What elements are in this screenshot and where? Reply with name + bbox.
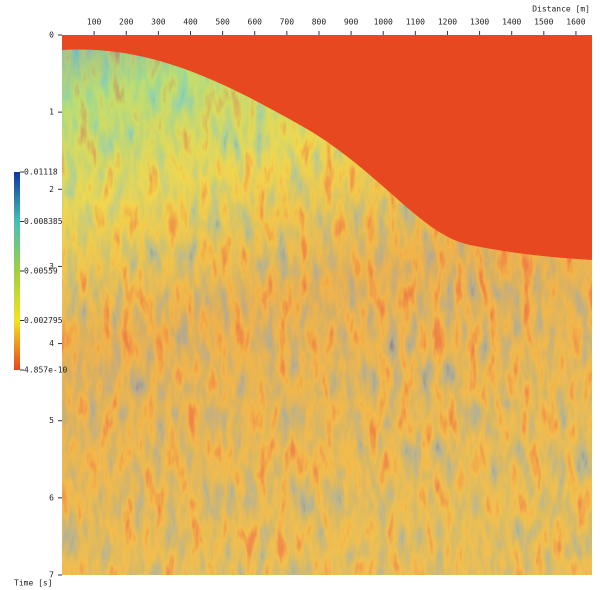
x-tick-label: 1200 — [438, 18, 457, 27]
x-tick-label: 400 — [183, 18, 198, 27]
colorbar — [14, 172, 20, 370]
x-axis-label: Distance [m] — [532, 5, 590, 14]
colorbar-tick-label: 0.00559 — [24, 267, 58, 276]
y-tick-label: 1 — [49, 108, 54, 117]
x-tick-label: 1500 — [534, 18, 553, 27]
colorbar-tick-label: 4.857e-10 — [24, 366, 68, 375]
y-axis-label: Time [s] — [14, 579, 53, 588]
y-tick-label: 4 — [49, 339, 54, 348]
x-tick-label: 800 — [312, 18, 327, 27]
y-tick-label: 7 — [49, 571, 54, 580]
x-tick-label: 500 — [215, 18, 230, 27]
colorbar-tick-label: 0.01118 — [24, 168, 58, 177]
x-tick-label: 1400 — [502, 18, 521, 27]
y-tick-label: 5 — [49, 416, 54, 425]
x-tick-label: 1300 — [470, 18, 489, 27]
x-tick-label: 1100 — [406, 18, 425, 27]
x-tick-label: 1000 — [374, 18, 393, 27]
x-tick-label: 900 — [344, 18, 359, 27]
x-tick-label: 300 — [151, 18, 166, 27]
seismic-section — [62, 35, 592, 575]
x-tick-label: 600 — [248, 18, 263, 27]
y-tick-label: 3 — [49, 262, 54, 271]
colorbar-tick-label: 0.008385 — [24, 217, 63, 226]
colorbar-tick-label: 0.002795 — [24, 316, 63, 325]
x-tick-label: 1600 — [566, 18, 585, 27]
x-tick-label: 700 — [280, 18, 295, 27]
y-tick-label: 2 — [49, 185, 54, 194]
x-tick-label: 100 — [87, 18, 102, 27]
x-tick-label: 200 — [119, 18, 134, 27]
y-tick-label: 0 — [49, 31, 54, 40]
y-tick-label: 6 — [49, 493, 54, 502]
